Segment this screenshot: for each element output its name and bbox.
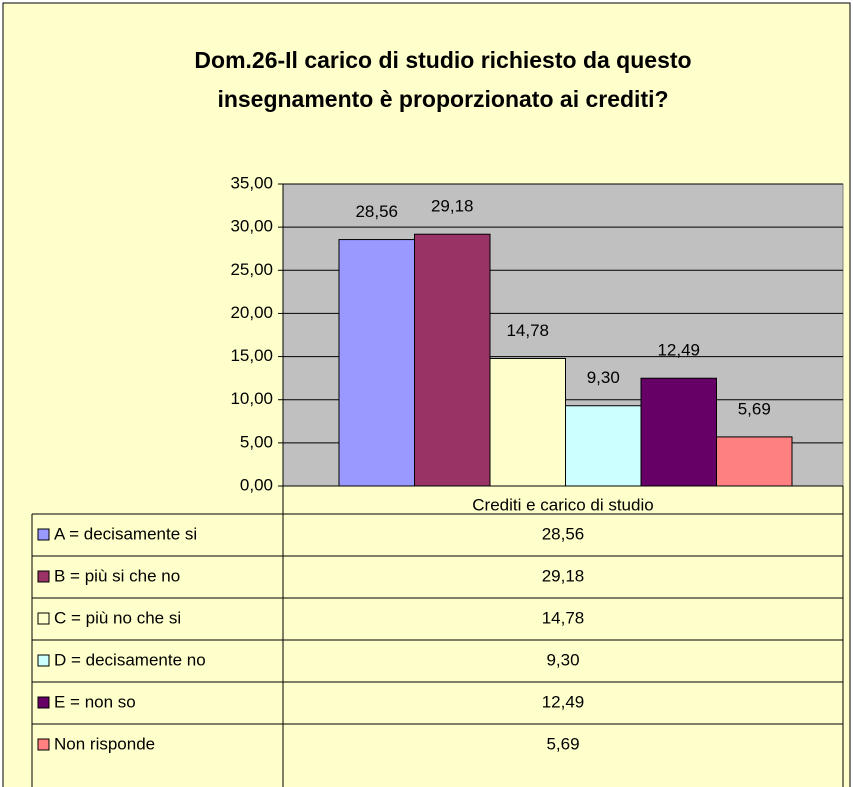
data-label: 5,69 [738,399,771,418]
legend-swatch [37,654,50,667]
legend-swatch [37,528,50,541]
legend-label: C = più no che si [54,608,181,627]
table-value: 14,78 [542,608,585,627]
y-tick-label: 25,00 [230,260,273,279]
table-value: 5,69 [546,734,579,753]
table-value: 29,18 [542,566,585,585]
data-label: 9,30 [587,368,620,387]
bar [640,377,717,487]
chart-title: Dom.26-Il carico di studio richiesto da … [194,47,691,73]
table-value: 28,56 [542,524,585,543]
legend-label: B = più si che no [54,566,180,585]
y-tick-label: 5,00 [240,432,273,451]
y-tick-label: 15,00 [230,346,273,365]
legend-swatch [37,738,50,751]
data-label: 14,78 [506,321,549,340]
y-tick-label: 10,00 [230,389,273,408]
legend-label: E = non so [54,692,136,711]
bar [414,233,491,487]
y-tick-label: 0,00 [240,475,273,494]
legend-swatch [37,696,50,709]
legend-label: D = decisamente no [54,650,206,669]
bar [716,436,793,487]
bar [489,357,566,487]
legend-swatch [37,612,50,625]
y-tick-label: 20,00 [230,303,273,322]
legend-swatch [37,570,50,583]
chart-title: insegnamento è proporzionato ai crediti? [217,86,668,112]
data-label: 29,18 [431,197,474,216]
table-value: 12,49 [542,692,585,711]
table-value: 9,30 [546,650,579,669]
legend-label: Non risponde [54,734,155,753]
y-tick-label: 30,00 [230,217,273,236]
data-label: 12,49 [657,341,700,360]
data-label: 28,56 [355,202,398,221]
category-label: Crediti e carico di studio [472,495,653,514]
bar [338,239,415,487]
legend-label: A = decisamente si [54,524,197,543]
bar [565,405,642,487]
y-tick-label: 35,00 [230,173,273,192]
